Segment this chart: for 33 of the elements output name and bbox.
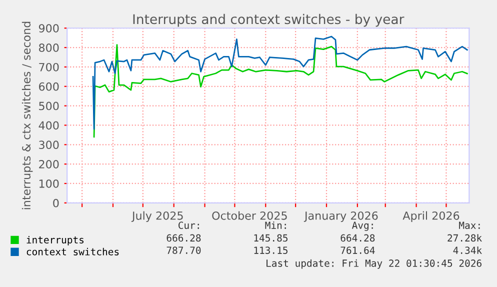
- text: Avg:: [352, 222, 373, 231]
- y-tick-label: 100: [39, 179, 59, 188]
- y-tick-label: 300: [39, 140, 59, 150]
- legend-label: interrupts: [26, 236, 84, 246]
- text: 27.28k: [448, 234, 482, 242]
- text: 113.15: [254, 246, 288, 254]
- text: 145.85: [254, 234, 288, 242]
- y-tick-label: 400: [38, 121, 59, 130]
- y-tick-label: 0: [53, 198, 59, 208]
- y-tick-label: 800: [39, 44, 59, 52]
- y-tick-label: 500: [39, 102, 59, 110]
- legend-label: context switches: [26, 248, 119, 256]
- y-axis-title: interrupts & ctx switches / second: [22, 22, 33, 210]
- y-tick-label: 600: [39, 82, 59, 91]
- line-series: [92, 36, 468, 130]
- x-tick-label: January 2026: [304, 211, 378, 222]
- y-tick-label: 200: [39, 160, 59, 168]
- text: Last update: Fri May 22 01:30:45 2026: [266, 259, 482, 269]
- x-tick-label: April 2026: [402, 211, 460, 222]
- x-tick-label: October 2025: [212, 211, 287, 220]
- text: 666.28: [166, 234, 201, 242]
- x-tick-label: July 2025: [131, 211, 183, 222]
- line-series: [93, 44, 468, 138]
- y-tick-label: 900: [38, 24, 59, 33]
- text: Max:: [459, 222, 480, 230]
- y-tick-label: 700: [39, 62, 59, 72]
- text: 761.64: [340, 246, 375, 254]
- chart-title: Interrupts and context switches - by year: [133, 14, 404, 27]
- text: Cur:: [178, 222, 199, 230]
- text: 664.28: [340, 234, 375, 242]
- text: 4.34k: [453, 246, 482, 254]
- text: Min:: [265, 221, 286, 229]
- text: 787.70: [166, 246, 201, 254]
